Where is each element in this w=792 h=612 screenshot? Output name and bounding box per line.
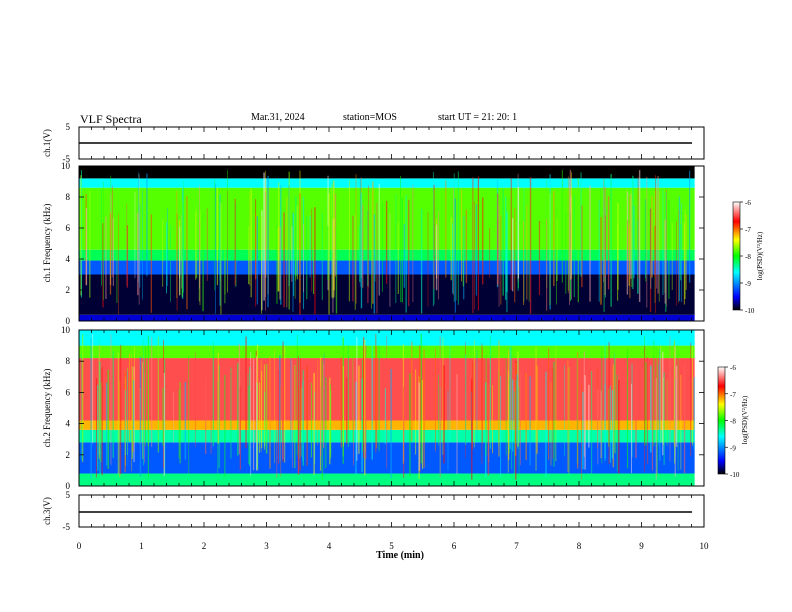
- ch1-spectrogram-ylabel: ch.1 Frequency (kHz): [42, 204, 52, 283]
- ch1-colorbar: -6 -7 -8 -9 -10 log(PSD)(V²/Hz): [732, 199, 764, 315]
- ch1-ytick-top: 5: [66, 122, 71, 132]
- x-tick-label-3: 3: [264, 541, 269, 551]
- date-label: Mar.31, 2024: [251, 112, 305, 123]
- x-tick-label-1: 1: [139, 541, 144, 551]
- ch1-colorbar-label: log(PSD)(V²/Hz): [756, 231, 764, 280]
- y-tick-label-10: 10: [61, 325, 71, 335]
- x-tick-label-4: 4: [327, 541, 332, 551]
- y-tick-label-4: 4: [66, 254, 71, 264]
- ch3-ytick-bottom: -5: [63, 522, 71, 532]
- y-tick-label-8: 8: [66, 356, 71, 366]
- y-tick-label-8: 8: [66, 192, 71, 202]
- y-tick-label-6: 6: [66, 387, 71, 397]
- x-tick-label-5: 5: [389, 541, 394, 551]
- ch2-spectrogram-ylabel: ch.2 Frequency (kHz): [42, 369, 52, 448]
- x-tick-label-0: 0: [77, 541, 82, 551]
- ch1-voltage-ylabel: ch.1(V): [42, 129, 52, 157]
- colorbar-tick-label--7: -7: [730, 391, 736, 399]
- x-tick-label-6: 6: [452, 541, 457, 551]
- ch2-colorbar-label: log(PSD)(V²/Hz): [741, 395, 749, 444]
- x-axis-tick-labels: 0 1 2 3 4 5 6 7 8 9 10: [77, 541, 709, 551]
- x-tick-label-9: 9: [639, 541, 644, 551]
- colorbar-tick-label--9: -9: [730, 444, 736, 452]
- ch3-ytick-top: 5: [66, 490, 71, 500]
- ch2-colorbar: -6 -7 -8 -9 -10 log(PSD)(V²/Hz): [717, 364, 749, 479]
- ch3-voltage-ylabel: ch.3(V): [42, 497, 52, 525]
- colorbar-tick-label--6: -6: [745, 199, 751, 207]
- y-tick-label-2: 2: [66, 450, 71, 460]
- psd-band-6: [79, 166, 695, 179]
- ch3-voltage-panel: 5 -5 ch.3(V): [42, 490, 705, 532]
- station-label: station=MOS: [343, 112, 397, 123]
- y-tick-label-6: 6: [66, 223, 71, 233]
- psd-band-5: [79, 178, 695, 188]
- x-tick-label-2: 2: [202, 541, 207, 551]
- y-tick-label-0: 0: [66, 316, 71, 326]
- colorbar-tick-label--7: -7: [745, 226, 751, 234]
- psd-band-0: [79, 314, 695, 321]
- start-time-label: start UT = 21: 20: 1: [438, 112, 518, 123]
- colorbar-tick-label--9: -9: [745, 280, 751, 288]
- ch1-spectrogram-panel: 0 2 4 6 8 10 ch.1 Frequency (kHz): [42, 161, 705, 326]
- psd-band-0: [79, 473, 695, 486]
- y-tick-label-4: 4: [66, 419, 71, 429]
- ch1-voltage-panel: 5 -5 ch.1(V): [42, 122, 705, 164]
- y-tick-label-0: 0: [66, 481, 71, 491]
- ch1-ytick-bottom: -5: [63, 154, 71, 164]
- x-tick-label-8: 8: [577, 541, 582, 551]
- x-axis-label: Time (min): [376, 550, 424, 561]
- ch2-spectrogram-panel: 0 2 4 6 8 10 ch.2 Frequency (kHz): [42, 325, 705, 491]
- colorbar-tick-label--10: -10: [745, 307, 755, 315]
- x-tick-label-10: 10: [700, 541, 710, 551]
- colorbar-tick-label--8: -8: [745, 253, 751, 261]
- y-tick-label-10: 10: [61, 161, 71, 171]
- x-tick-label-7: 7: [514, 541, 519, 551]
- chart-title: VLF Spectra: [80, 112, 142, 126]
- colorbar-tick-label--6: -6: [730, 364, 736, 372]
- colorbar-tick-label--10: -10: [730, 471, 740, 479]
- colorbar-tick-label--8: -8: [730, 418, 736, 426]
- y-tick-label-2: 2: [66, 285, 71, 295]
